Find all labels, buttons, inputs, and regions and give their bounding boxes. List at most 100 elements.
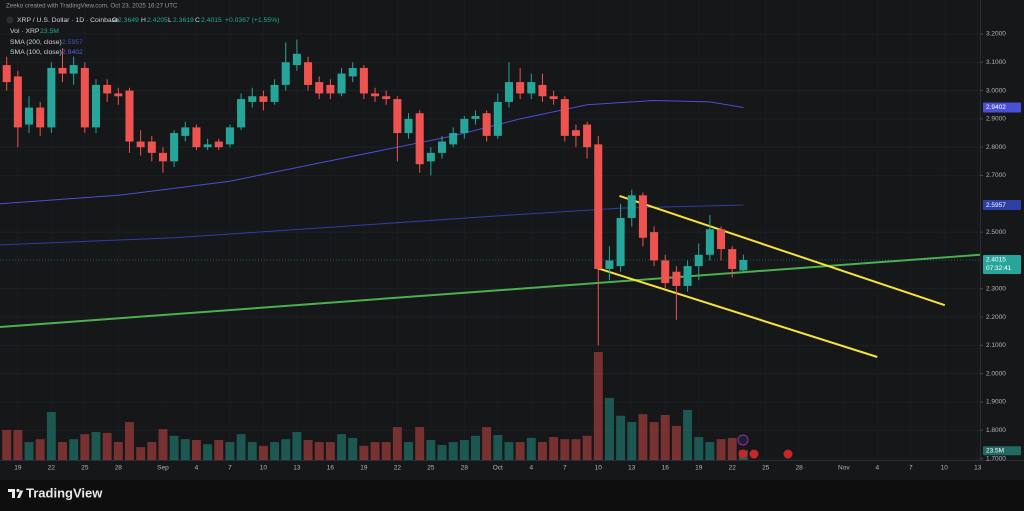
- event-icon[interactable]: [749, 449, 759, 459]
- x-tick-label: 25: [81, 465, 89, 472]
- volume-bar: [705, 442, 715, 460]
- volume-bar: [370, 442, 380, 460]
- x-tick-label: 7: [563, 465, 567, 472]
- candle-body: [80, 67, 89, 128]
- candle-body: [192, 127, 201, 148]
- volume-bar: [58, 442, 67, 460]
- x-tick-label: 4: [529, 465, 533, 472]
- volume-bar: [716, 439, 726, 460]
- volume-bar: [526, 437, 536, 460]
- symbol: XRP / U.S. Dollar · 1D · Coinbase: [17, 17, 119, 24]
- candle-body: [739, 260, 748, 271]
- countdown: 07:32:41: [986, 265, 1012, 272]
- volume-layer: [2, 351, 748, 460]
- x-tick-label: 16: [327, 465, 335, 472]
- candle-body: [616, 217, 625, 267]
- volume-bar: [727, 437, 737, 460]
- event-icon[interactable]: [783, 449, 793, 459]
- ohlc-letter: H: [141, 17, 146, 24]
- volume-bar: [694, 437, 704, 460]
- legend-sma: SMA (100, close): [10, 49, 62, 56]
- candle-body: [482, 113, 491, 136]
- candle-body: [404, 118, 413, 134]
- y-tick-label: 3.1000: [986, 59, 1006, 66]
- candle-body: [382, 96, 391, 100]
- volume-bar: [236, 434, 246, 460]
- candle-body: [527, 82, 536, 94]
- candle-body: [694, 254, 703, 267]
- price-marker: [983, 102, 1021, 113]
- candle-body: [728, 249, 737, 269]
- volume-bar: [136, 447, 146, 460]
- logo[interactable]: TradingView: [8, 485, 103, 500]
- volume-bar: [515, 442, 525, 460]
- candle-body: [203, 144, 212, 148]
- volume-bar: [180, 439, 190, 460]
- candle-body: [25, 107, 34, 125]
- candle-body: [627, 195, 636, 218]
- volume-bar: [303, 439, 313, 460]
- volume-bar: [314, 442, 324, 460]
- change: +0.0367 (+1.55%): [225, 17, 279, 24]
- candle-body: [326, 84, 335, 94]
- volume-bar: [549, 437, 559, 460]
- volume-bar: [203, 444, 213, 460]
- grid-layer: [0, 33, 980, 459]
- volume-bar: [582, 435, 592, 460]
- candle-body: [114, 93, 123, 97]
- x-tick-label: 13: [293, 465, 301, 472]
- x-tick-label: 7: [228, 465, 232, 472]
- volume-bar: [649, 422, 659, 460]
- candle-body: [147, 141, 156, 153]
- x-tick-label: 4: [875, 465, 879, 472]
- y-tick-label: 2.7000: [986, 172, 1006, 179]
- background: [0, 0, 1024, 480]
- candle-body: [560, 99, 569, 136]
- trend-line: [619, 194, 946, 307]
- volume-bar: [426, 439, 436, 460]
- candle-body: [683, 266, 692, 286]
- candle-body: [650, 232, 659, 261]
- volume-bar: [638, 414, 648, 460]
- x-tick-label: Nov: [838, 465, 850, 472]
- legend-sma-value: 2.9402: [62, 49, 83, 56]
- candle-body: [705, 229, 714, 255]
- volume-bar: [24, 442, 34, 460]
- y-tick-label: 2.5000: [986, 229, 1006, 236]
- candle-layer: [2, 39, 748, 346]
- ohlc-value: 2.4015: [201, 17, 222, 24]
- y-tick-label: 2.8000: [986, 144, 1006, 151]
- volume-bar: [281, 439, 291, 460]
- volume-bar: [247, 442, 257, 460]
- x-tick-label: 4: [195, 465, 199, 472]
- candle-body: [225, 127, 234, 145]
- x-tick-label: 28: [115, 465, 123, 472]
- trend-line: [596, 267, 878, 358]
- volume-bar: [348, 437, 358, 460]
- event-icon[interactable]: [737, 434, 749, 446]
- candle-body: [58, 67, 67, 74]
- y-tick-label: 1.7000: [986, 455, 1006, 462]
- candle-body: [292, 53, 301, 66]
- candle-body: [270, 84, 279, 102]
- candle-body: [661, 260, 670, 284]
- candle-body: [103, 84, 112, 94]
- symbol-icon: [6, 16, 14, 24]
- candle-body: [248, 96, 257, 102]
- ohlc-value: 2.3619: [173, 17, 194, 24]
- volume-bar: [537, 442, 547, 460]
- trend-line: [0, 253, 981, 328]
- price-marker-label: 2.9402: [986, 104, 1006, 111]
- x-tick-label: 19: [14, 465, 22, 472]
- y-tick-label: 3.0000: [986, 87, 1006, 94]
- candle-body: [170, 133, 179, 162]
- y-tick-label: 2.9000: [986, 116, 1006, 123]
- x-tick-label: 25: [427, 465, 435, 472]
- candle-body: [371, 93, 380, 97]
- event-icon[interactable]: [738, 449, 748, 459]
- x-tick-label: 13: [974, 465, 982, 472]
- y-tick-label: 2.0000: [986, 370, 1006, 377]
- candle-body: [359, 67, 368, 94]
- volume-bar: [493, 434, 503, 460]
- ohlc-value: 2.4205: [147, 17, 168, 24]
